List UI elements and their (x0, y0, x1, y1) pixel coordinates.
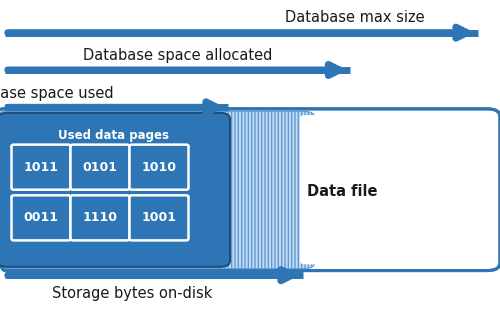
FancyBboxPatch shape (70, 195, 130, 240)
Text: Database max size: Database max size (285, 10, 425, 25)
FancyBboxPatch shape (300, 115, 490, 264)
FancyBboxPatch shape (12, 145, 70, 190)
Text: Used data pages: Used data pages (58, 129, 170, 142)
Text: 1110: 1110 (82, 211, 118, 224)
Text: Database space allocated: Database space allocated (83, 48, 272, 63)
Text: 1011: 1011 (24, 161, 58, 174)
Text: 1010: 1010 (142, 161, 176, 174)
Text: Storage bytes on-disk: Storage bytes on-disk (52, 286, 212, 301)
Text: 0011: 0011 (24, 211, 58, 224)
Text: 1001: 1001 (142, 211, 176, 224)
FancyBboxPatch shape (0, 111, 315, 269)
FancyBboxPatch shape (0, 113, 230, 267)
Text: Database space used: Database space used (0, 86, 114, 101)
FancyBboxPatch shape (12, 195, 70, 240)
Text: Data file: Data file (307, 184, 378, 199)
FancyBboxPatch shape (70, 145, 130, 190)
Text: 0101: 0101 (82, 161, 118, 174)
FancyBboxPatch shape (130, 195, 188, 240)
FancyBboxPatch shape (130, 145, 188, 190)
